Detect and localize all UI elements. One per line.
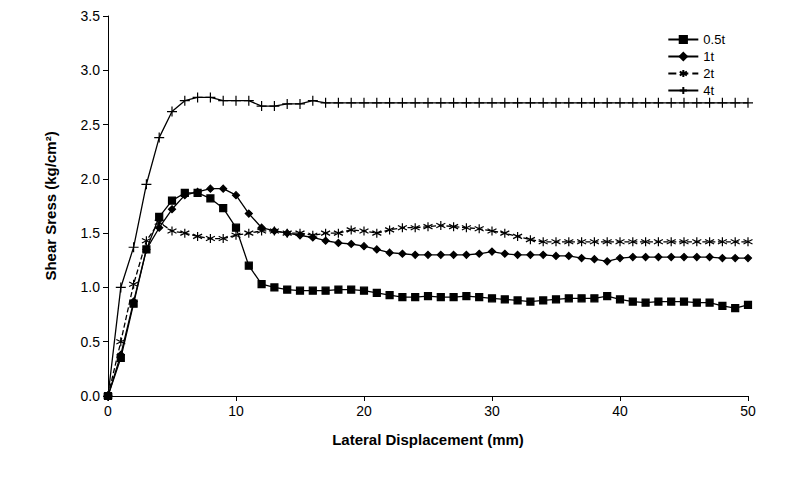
svg-text:50: 50 — [740, 403, 756, 419]
svg-text:30: 30 — [484, 403, 500, 419]
svg-text:3.5: 3.5 — [81, 8, 101, 24]
svg-text:Shear Sress (kg/cm²): Shear Sress (kg/cm²) — [42, 131, 59, 280]
svg-text:4t: 4t — [703, 83, 714, 98]
svg-text:10: 10 — [228, 403, 244, 419]
svg-text:0: 0 — [104, 403, 112, 419]
svg-text:1.0: 1.0 — [81, 279, 101, 295]
svg-text:0.0: 0.0 — [81, 388, 101, 404]
svg-text:40: 40 — [612, 403, 628, 419]
svg-text:2.5: 2.5 — [81, 117, 101, 133]
svg-text:0.5: 0.5 — [81, 334, 101, 350]
svg-text:Lateral Displacement (mm): Lateral Displacement (mm) — [332, 431, 524, 448]
svg-text:3.0: 3.0 — [81, 62, 101, 78]
svg-text:1.5: 1.5 — [81, 225, 101, 241]
svg-text:20: 20 — [356, 403, 372, 419]
svg-text:2.0: 2.0 — [81, 171, 101, 187]
svg-text:1t: 1t — [703, 49, 714, 64]
svg-text:2t: 2t — [703, 66, 714, 81]
svg-text:0.5t: 0.5t — [703, 32, 725, 47]
